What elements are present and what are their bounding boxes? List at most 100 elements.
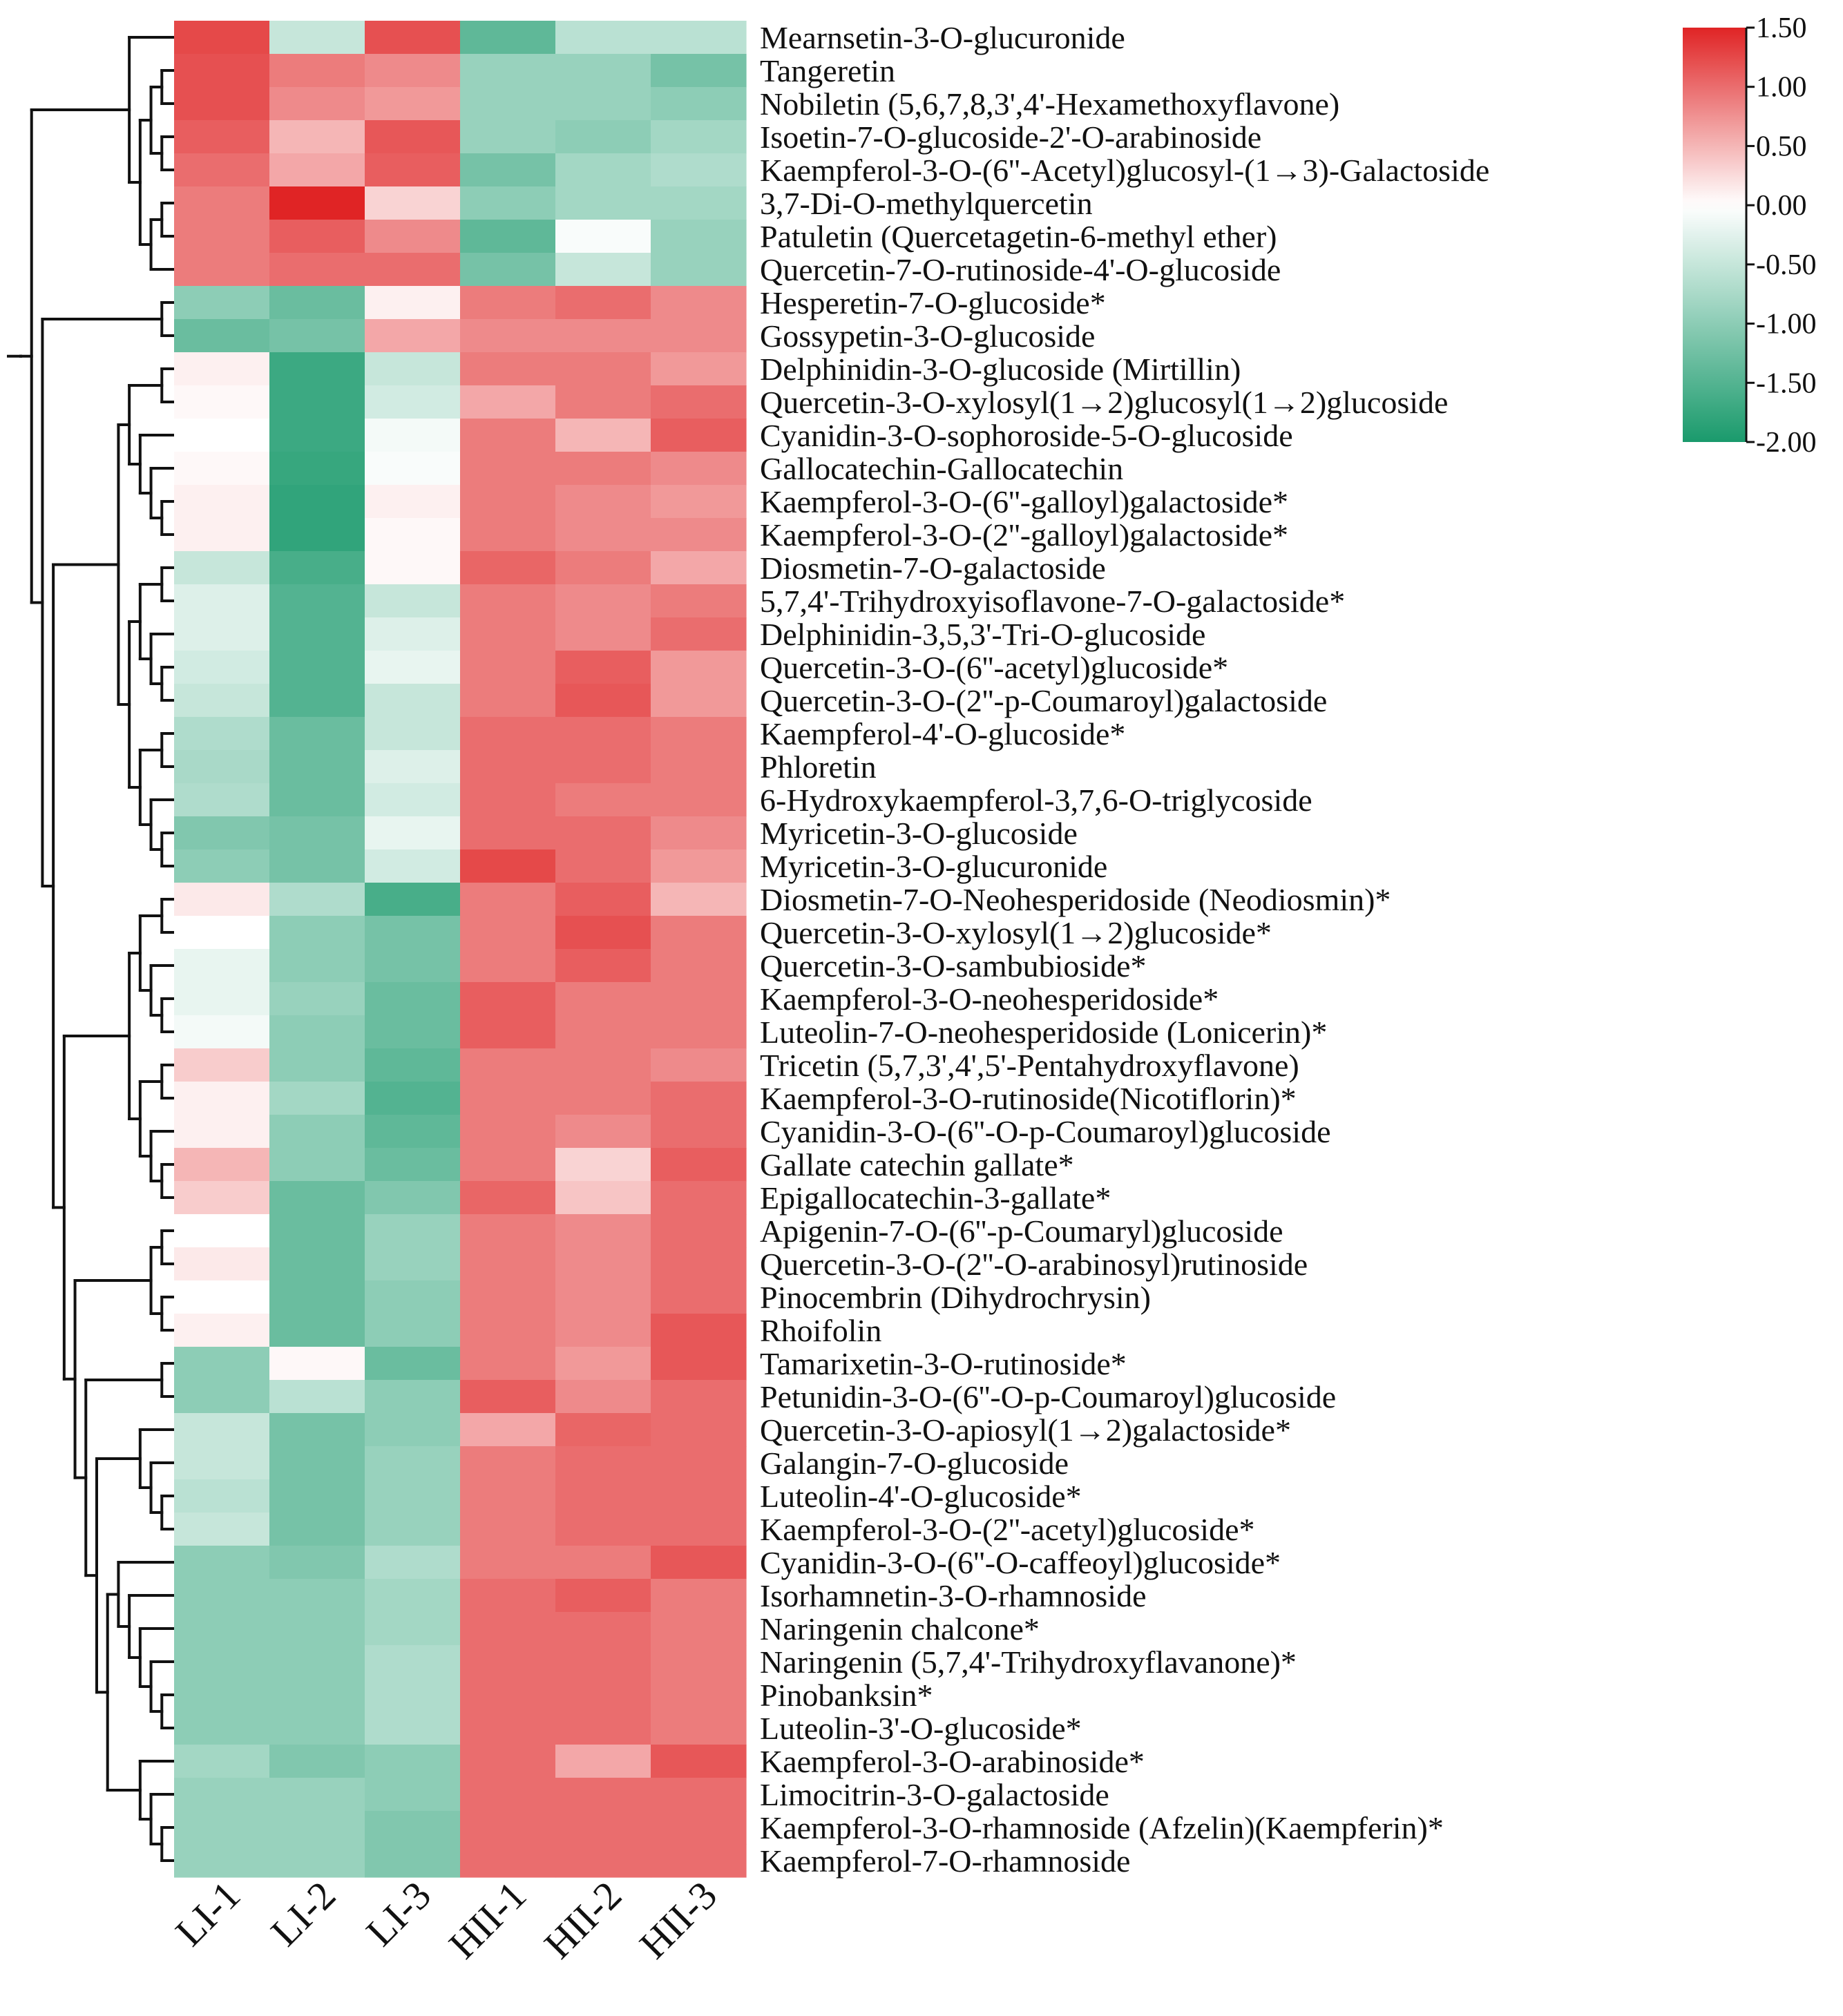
heatmap-cell [365, 1645, 461, 1679]
heatmap-cell [555, 1280, 651, 1314]
heatmap-cell [651, 419, 747, 452]
row-label: Quercetin-3-O-xylosyl(1→2)glucosyl(1→2)g… [760, 385, 1448, 420]
heatmap-cell [555, 518, 651, 552]
row-label: Cyanidin-3-O-(6''-O-caffeoyl)glucoside* [760, 1545, 1281, 1580]
heatmap-cell [269, 419, 365, 452]
heatmap-cell [365, 286, 461, 320]
heatmap-cell [365, 1479, 461, 1513]
heatmap-cell [460, 949, 556, 983]
heatmap-cell [460, 883, 556, 916]
heatmap-cell [269, 452, 365, 486]
heatmap-cell [460, 485, 556, 519]
heatmap-cell [555, 1546, 651, 1580]
heatmap-cell [269, 651, 365, 684]
heatmap-cell [269, 1413, 365, 1447]
row-label: Tamarixetin-3-O-rutinoside* [760, 1346, 1127, 1381]
heatmap-cell [269, 584, 365, 618]
heatmap-cell [174, 286, 270, 320]
heatmap-cell [555, 286, 651, 320]
heatmap-cell [174, 1479, 270, 1513]
heatmap-cell [460, 551, 556, 585]
heatmap-cell [460, 916, 556, 950]
heatmap-cell [651, 319, 747, 353]
heatmap-cell [460, 1380, 556, 1414]
row-label: Gallate catechin gallate* [760, 1147, 1074, 1182]
heatmap-cell [460, 1811, 556, 1845]
heatmap-cell [651, 1579, 747, 1613]
heatmap-cell [460, 1745, 556, 1778]
row-label: Phloretin [760, 749, 877, 785]
heatmap-cell [651, 651, 747, 684]
heatmap-cell [269, 1579, 365, 1613]
heatmap-cell [460, 419, 556, 452]
heatmap-cell [269, 153, 365, 187]
heatmap-cell [174, 1015, 270, 1049]
heatmap-cell [365, 1314, 461, 1347]
heatmap-cell [174, 1314, 270, 1347]
heatmap-cell [365, 684, 461, 718]
row-label: Diosmetin-7-O-Neohesperidoside (Neodiosm… [760, 882, 1391, 917]
heatmap-cell [269, 783, 365, 817]
heatmap-cell [460, 1015, 556, 1049]
heatmap-cell [460, 982, 556, 1016]
row-label: Cyanidin-3-O-(6''-O-p-Coumaroyl)glucosid… [760, 1114, 1331, 1149]
row-label: Cyanidin-3-O-sophoroside-5-O-glucoside [760, 418, 1293, 453]
heatmap-cell [174, 1280, 270, 1314]
heatmap-cell [651, 717, 747, 751]
heatmap-cell [174, 1247, 270, 1281]
heatmap-cell [460, 1314, 556, 1347]
heatmap-cells [174, 21, 747, 1878]
heatmap-cell [555, 120, 651, 154]
colorbar-tick-label: 0.50 [1756, 131, 1807, 162]
heatmap-cell [365, 1380, 461, 1414]
heatmap-cell [174, 1513, 270, 1546]
heatmap-cell [269, 1181, 365, 1215]
colorbar-gradient [1683, 28, 1746, 442]
colorbar-tick-label: -2.00 [1756, 427, 1817, 459]
heatmap-cell [651, 1148, 747, 1182]
heatmap-cell [651, 1214, 747, 1248]
row-label: Mearnsetin-3-O-glucuronide [760, 20, 1125, 55]
heatmap-cell [651, 783, 747, 817]
heatmap-cell [365, 1745, 461, 1778]
heatmap-cell [365, 1678, 461, 1712]
heatmap-cell [555, 1645, 651, 1679]
heatmap-cell [651, 584, 747, 618]
row-label: Quercetin-3-O-sambubioside* [760, 948, 1147, 983]
heatmap-cell [174, 1347, 270, 1381]
heatmap-cell [460, 120, 556, 154]
heatmap-cell [174, 883, 270, 916]
heatmap-cell [365, 385, 461, 419]
heatmap-cell [269, 949, 365, 983]
row-label: Limocitrin-3-O-galactoside [760, 1777, 1109, 1812]
heatmap-cell [460, 1579, 556, 1613]
heatmap-cell [651, 21, 747, 55]
heatmap-cell [174, 186, 270, 220]
heatmap-cell [365, 617, 461, 651]
heatmap-cell [555, 1214, 651, 1248]
heatmap-cell [651, 1612, 747, 1646]
row-label: Kaempferol-3-O-(2''-galloyl)galactoside* [760, 517, 1288, 553]
heatmap-cell [555, 783, 651, 817]
heatmap-cell [174, 220, 270, 253]
row-label: Kaempferol-3-O-(6''-Acetyl)glucosyl-(1→3… [760, 153, 1489, 188]
heatmap-cell [651, 1645, 747, 1679]
heatmap-cell [555, 883, 651, 916]
heatmap-cell [651, 385, 747, 419]
heatmap-cell [269, 1048, 365, 1082]
heatmap-cell [555, 1844, 651, 1878]
heatmap-cell [555, 1048, 651, 1082]
heatmap-cell [555, 54, 651, 88]
heatmap-cell [174, 21, 270, 55]
heatmap-cell [269, 750, 365, 784]
heatmap-cell [365, 1413, 461, 1447]
heatmap-cell [555, 949, 651, 983]
heatmap-cell [365, 717, 461, 751]
row-label: Delphinidin-3-O-glucoside (Mirtillin) [760, 352, 1241, 387]
heatmap-cell [174, 385, 270, 419]
heatmap-cell [365, 584, 461, 618]
heatmap-cell [460, 1214, 556, 1248]
heatmap-cell [365, 750, 461, 784]
heatmap-cell [269, 1612, 365, 1646]
heatmap-cell [269, 1678, 365, 1712]
